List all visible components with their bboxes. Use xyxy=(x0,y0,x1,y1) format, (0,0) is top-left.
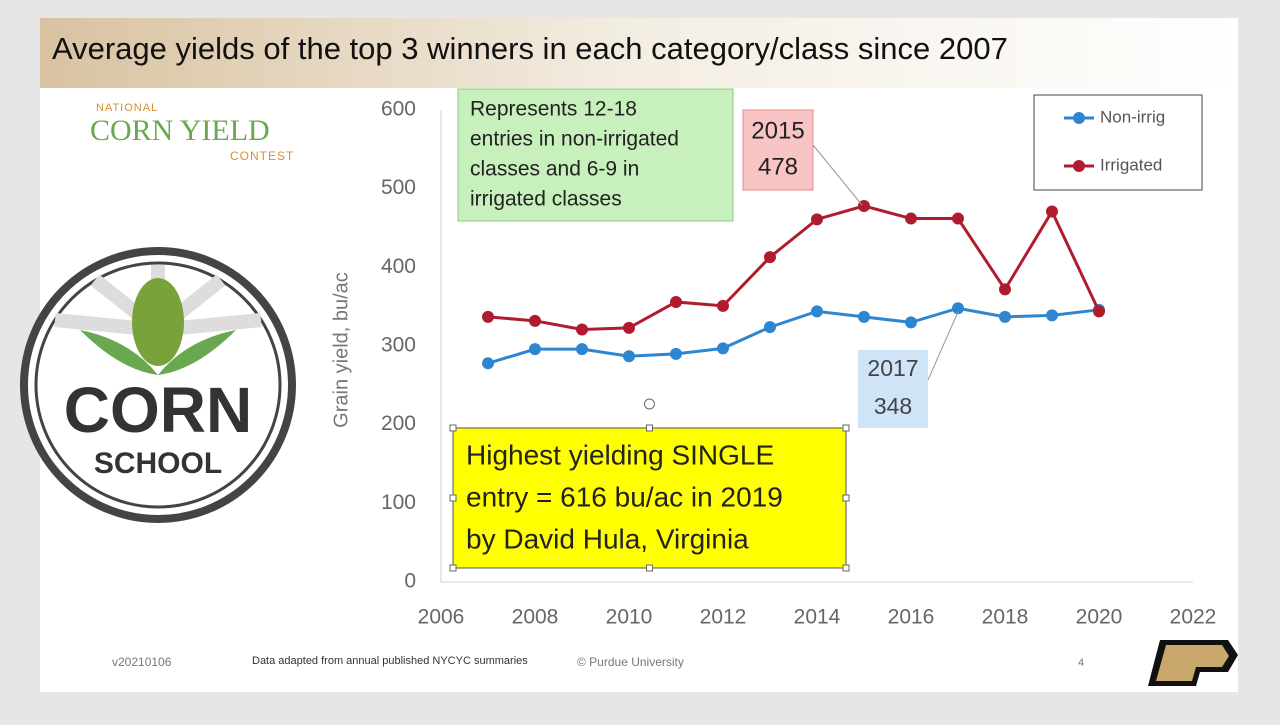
annotation-text: entry = 616 bu/ac in 2019 xyxy=(466,481,783,512)
footer-source: Data adapted from annual published NYCYC… xyxy=(252,655,528,667)
legend-marker xyxy=(1073,112,1085,124)
selection-handle xyxy=(646,564,653,572)
data-point xyxy=(811,305,823,318)
x-tick-label: 2006 xyxy=(418,606,465,629)
annotation-text: Highest yielding SINGLE xyxy=(466,439,774,470)
annotation-text: by David Hula, Virginia xyxy=(466,523,749,554)
x-tick-label: 2008 xyxy=(512,606,559,629)
data-point xyxy=(905,316,917,329)
legend-label: Irrigated xyxy=(1100,155,1162,174)
rotate-handle xyxy=(644,398,655,410)
data-point xyxy=(1046,309,1058,322)
selection-handle xyxy=(842,564,850,572)
annotation-box xyxy=(452,427,847,569)
data-point xyxy=(952,302,964,315)
y-axis-label: Grain yield, bu/ac xyxy=(330,272,352,428)
data-point xyxy=(999,310,1011,323)
logo-text: SCHOOL xyxy=(94,447,222,480)
x-tick-label: 2022 xyxy=(1170,606,1217,629)
logo-text: CORN YIELD xyxy=(90,114,270,147)
annotation-box xyxy=(858,350,928,428)
selection-handle xyxy=(449,494,457,502)
data-point xyxy=(670,295,682,308)
x-tick-label: 2020 xyxy=(1076,606,1123,629)
selection-handle xyxy=(449,564,457,572)
data-point xyxy=(717,342,729,355)
slide-title: Average yields of the top 3 winners in e… xyxy=(52,31,1008,66)
data-point xyxy=(999,283,1011,296)
selection-handle xyxy=(842,494,850,502)
series-line xyxy=(487,306,1100,365)
y-tick-label: 300 xyxy=(381,334,416,357)
logo-text: CORN xyxy=(64,374,252,446)
annotation-text: 2015 xyxy=(751,117,804,144)
footer-page: 4 xyxy=(1078,657,1084,669)
logo-text: NATIONAL xyxy=(96,102,158,114)
data-point xyxy=(529,343,541,356)
data-point xyxy=(764,321,776,334)
nycyc-logo: NATIONAL CORN YIELD CONTEST xyxy=(90,102,294,163)
y-tick-label: 200 xyxy=(381,412,416,435)
data-point xyxy=(858,199,870,212)
legend-box xyxy=(1033,94,1203,191)
y-tick-label: 600 xyxy=(381,98,416,121)
data-point xyxy=(482,357,494,370)
x-tick-label: 2010 xyxy=(606,606,653,629)
data-point xyxy=(764,251,776,264)
annotation-text: 348 xyxy=(874,393,912,419)
annotation-text: Represents 12-18 xyxy=(470,98,637,121)
y-tick-label: 0 xyxy=(404,570,416,593)
x-tick-label: 2016 xyxy=(888,606,935,629)
data-point xyxy=(623,350,635,363)
corn-school-logo: CORN SCHOOL xyxy=(20,247,296,523)
data-point xyxy=(858,310,870,323)
data-point xyxy=(905,212,917,225)
title-band xyxy=(40,18,1238,88)
data-point xyxy=(576,323,588,336)
y-tick-label: 400 xyxy=(381,255,416,278)
annotation-box xyxy=(457,88,734,222)
legend-marker xyxy=(1073,160,1085,172)
annotation-text: classes and 6-9 in xyxy=(470,158,639,181)
callout-pointer xyxy=(927,311,959,381)
data-point xyxy=(811,213,823,226)
data-point xyxy=(670,347,682,360)
logo-text: CONTEST xyxy=(230,149,294,163)
series-line xyxy=(487,204,1101,331)
data-point xyxy=(952,212,964,225)
callout-pointer xyxy=(812,144,863,206)
annotation-text: irrigated classes xyxy=(470,188,622,211)
selection-handle xyxy=(646,424,653,432)
selection-handle xyxy=(449,424,457,432)
footer-copyright: © Purdue University xyxy=(577,655,684,669)
legend-label: Non-irrig xyxy=(1100,107,1165,126)
data-point xyxy=(529,314,541,327)
annotation-text: 2017 xyxy=(867,355,918,381)
x-tick-label: 2018 xyxy=(982,606,1029,629)
data-point xyxy=(1046,205,1058,218)
x-tick-label: 2012 xyxy=(700,606,747,629)
annotation-box xyxy=(742,109,814,191)
y-tick-label: 100 xyxy=(381,491,416,514)
annotation-text: entries in non-irrigated xyxy=(470,128,679,151)
data-point xyxy=(576,343,588,356)
annotation-text: 478 xyxy=(758,153,798,180)
data-point xyxy=(623,321,635,334)
purdue-logo xyxy=(1156,645,1229,681)
footer-version: v20210106 xyxy=(112,655,172,669)
selection-handle xyxy=(842,424,850,432)
y-tick-label: 500 xyxy=(381,176,416,199)
data-point xyxy=(717,299,729,312)
x-tick-label: 2014 xyxy=(794,606,841,629)
data-point xyxy=(482,310,494,323)
data-point xyxy=(1093,305,1105,318)
